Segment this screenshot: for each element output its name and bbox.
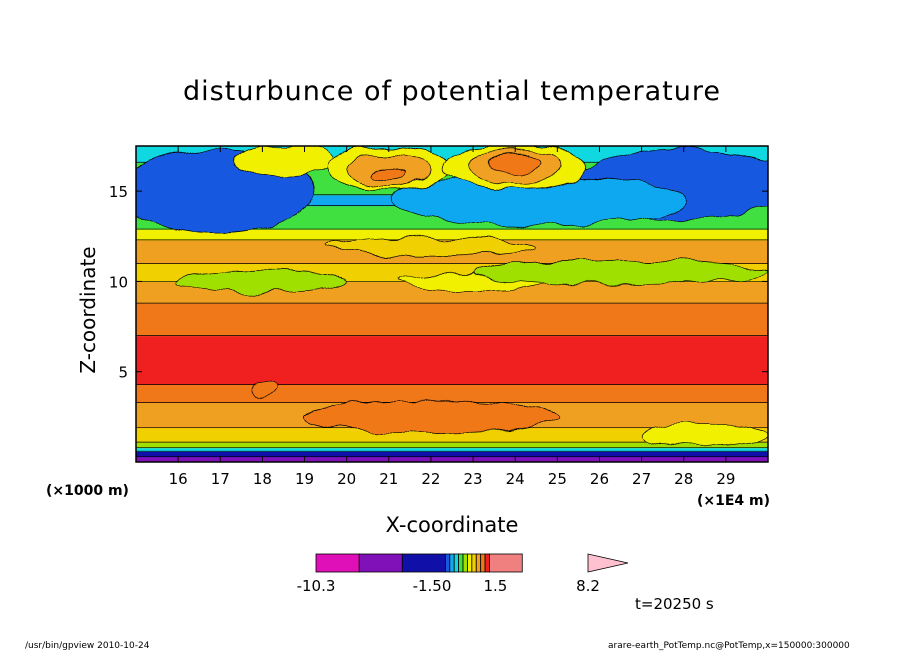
x-tick-label: 22 [421, 470, 440, 488]
contour-band-2 [136, 447, 768, 452]
y-tick-label: 15 [109, 183, 128, 201]
x-tick-label: 21 [379, 470, 398, 488]
y-axis: 5 10 15 [109, 183, 768, 382]
contour-band-12 [136, 229, 768, 241]
x-tick-label: 24 [506, 470, 525, 488]
x-tick-label: 17 [211, 470, 230, 488]
colorbar-swatch-4 [449, 553, 455, 573]
colorbar-swatch-2 [401, 553, 446, 573]
colorbar-label: 8.2 [576, 577, 600, 595]
colorbar: -10.3 -1.50 1.5 8.2 [297, 553, 629, 595]
contour-feature-14 [472, 259, 768, 286]
contour-feature-5 [232, 146, 335, 178]
x-tick-label: 28 [674, 470, 693, 488]
x-tick-label: 27 [632, 470, 651, 488]
contour-band-4 [136, 427, 768, 443]
contour-feature-16 [249, 382, 276, 398]
contour-feature-11 [371, 167, 407, 179]
colorbar-swatch-3 [444, 553, 451, 573]
x-axis: 16 17 18 19 20 21 22 23 24 25 26 27 28 29 [169, 146, 735, 488]
x-tick-label: 26 [590, 470, 609, 488]
colorbar-extend-arrow [587, 553, 629, 573]
footer-file-info: arare-earth_PotTemp.nc@PotTemp,x=150000:… [608, 641, 850, 651]
colorbar-swatch-9 [471, 553, 477, 573]
colorbar-swatch-1 [358, 553, 403, 573]
colorbar-swatch-7 [462, 553, 468, 573]
x-tick-label: 23 [464, 470, 483, 488]
colorbar-swatch-8 [467, 553, 473, 573]
x-axis-unit-label: (×1E4 m) [697, 493, 771, 509]
contour-band-1 [136, 451, 768, 458]
contour-features [136, 146, 768, 447]
y-axis-label: Z-coordinate [76, 246, 100, 374]
colorbar-swatch-11 [480, 553, 486, 573]
colorbar-swatch-12 [484, 553, 490, 573]
y-tick-label: 5 [118, 364, 128, 382]
contour-feature-15 [325, 237, 537, 257]
colorbar-swatch-13 [489, 553, 523, 573]
colorbar-swatch-0 [315, 553, 360, 573]
chart-title: disturbunce of potential temperature [183, 76, 721, 107]
time-label: t=20250 s [635, 595, 714, 613]
contour-feature-18 [641, 423, 768, 447]
x-tick-label: 18 [253, 470, 272, 488]
contour-feature-10 [489, 154, 541, 174]
contour-band-7 [136, 335, 768, 385]
x-tick-label: 16 [169, 470, 188, 488]
contour-band-8 [136, 303, 768, 337]
contour-band-6 [136, 384, 768, 404]
y-tick-label: 10 [109, 273, 128, 291]
x-tick-label: 29 [716, 470, 735, 488]
colorbar-swatch-10 [475, 553, 482, 573]
x-tick-label: 19 [295, 470, 314, 488]
contour-band-3 [136, 442, 768, 449]
footer-program-info: /usr/bin/gpview 2010-10-24 [25, 641, 150, 651]
x-tick-label: 20 [337, 470, 356, 488]
contour-band-0 [136, 456, 768, 462]
x-tick-label: 25 [548, 470, 567, 488]
contour-feature-17 [304, 400, 558, 434]
colorbar-label: -10.3 [297, 577, 336, 595]
plot-area [136, 146, 768, 462]
colorbar-swatch-6 [458, 553, 464, 573]
contour-feature-12 [177, 270, 348, 293]
colorbar-label: -1.50 [413, 577, 452, 595]
plot-frame [135, 145, 769, 463]
y-axis-unit-label: (×1000 m) [46, 483, 129, 499]
colorbar-swatch-5 [453, 553, 460, 573]
colorbar-label: 1.5 [483, 577, 507, 595]
x-axis-label: X-coordinate [385, 513, 519, 537]
